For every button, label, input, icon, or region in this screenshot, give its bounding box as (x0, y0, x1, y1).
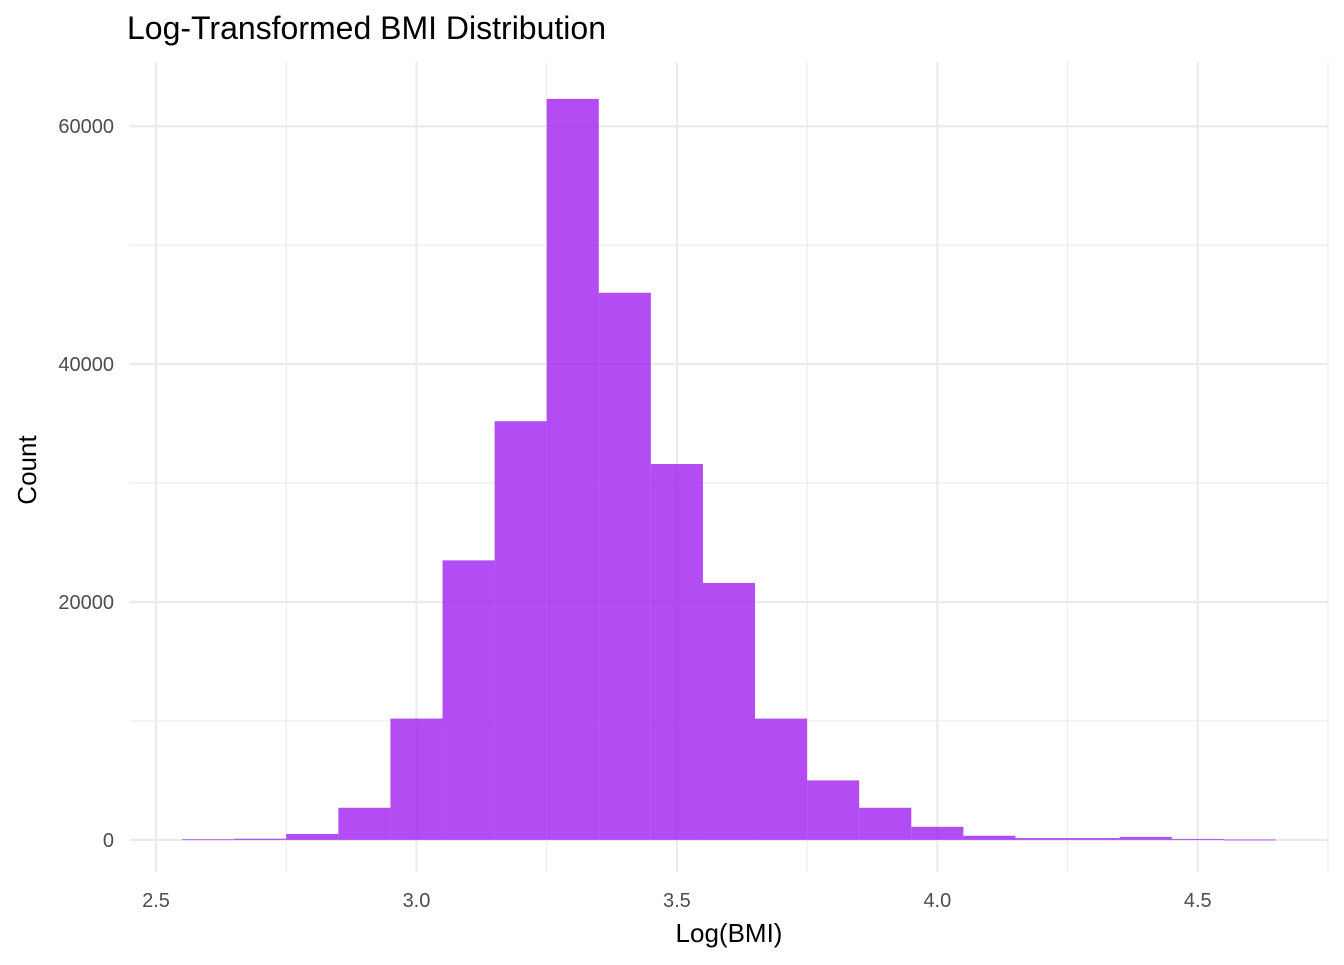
histogram-bar (598, 292, 651, 840)
histogram-bar (755, 718, 808, 840)
histogram-bar (546, 98, 599, 840)
x-tick-label: 4.5 (1184, 890, 1212, 912)
x-tick-label: 2.5 (142, 890, 170, 912)
x-tick-label: 4.0 (923, 890, 951, 912)
histogram-bar (286, 833, 339, 840)
bars-layer (182, 98, 1276, 841)
y-axis-title: Count (12, 435, 42, 505)
histogram-bar (911, 826, 964, 840)
y-tick-label: 20000 (58, 592, 114, 614)
histogram-bar (1171, 838, 1224, 840)
histogram-bar (338, 807, 391, 840)
histogram-bar (1223, 839, 1276, 841)
x-axis-title: Log(BMI) (676, 918, 783, 948)
x-tick-label: 3.5 (663, 890, 691, 912)
histogram-bar (859, 807, 912, 840)
histogram-bar (494, 421, 547, 840)
y-tick-labels: 0 20000 40000 60000 (58, 116, 114, 852)
histogram-bar (807, 780, 860, 840)
histogram-bar (702, 582, 756, 840)
histogram-bar (182, 839, 235, 841)
x-tick-labels: 2.5 3.0 3.5 4.0 4.5 (142, 890, 1212, 912)
histogram-bar (1067, 838, 1120, 840)
histogram-bar (234, 838, 287, 840)
histogram-bar (1015, 838, 1068, 840)
x-tick-label: 3.0 (403, 890, 431, 912)
histogram-bar (1119, 836, 1172, 840)
chart-title: Log-Transformed BMI Distribution (127, 10, 606, 46)
histogram-bar (390, 718, 443, 840)
y-tick-label: 60000 (58, 116, 114, 138)
y-tick-label: 40000 (58, 354, 114, 376)
y-tick-label: 0 (103, 830, 114, 852)
histogram-bar (442, 560, 495, 840)
histogram-bar (963, 835, 1016, 840)
histogram-bar (650, 464, 703, 840)
